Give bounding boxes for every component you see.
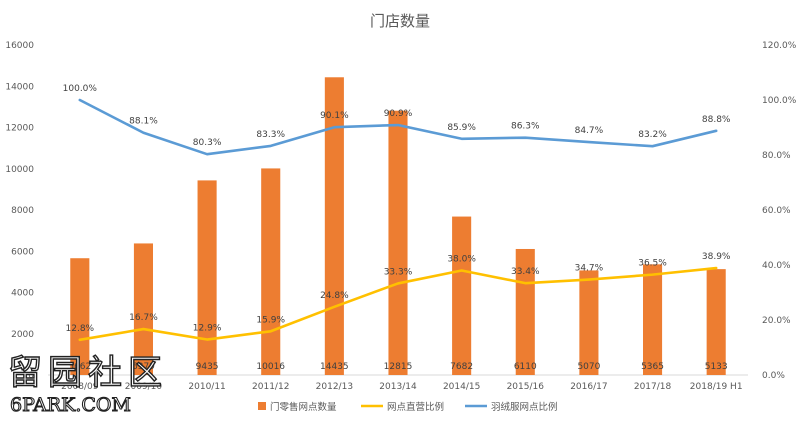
legend: 门零售网点数量 网点直营比例 羽绒服网点比例 — [258, 401, 558, 413]
data-labels: 5662 6379 9435 10016 14435 12815 7682 6110 5070 5… — [63, 84, 731, 372]
y-tick-label: 12000 — [5, 124, 34, 134]
bar — [70, 258, 90, 375]
line-value-label: 86.3% — [511, 122, 540, 132]
line-value-label: 38.0% — [447, 255, 476, 265]
bar-value-label: 9435 — [196, 362, 219, 372]
watermark-latin: 6PARK.COM — [10, 394, 131, 416]
line-value-label: 88.1% — [129, 117, 158, 127]
y2-tick-label: 20.0% — [762, 316, 791, 326]
bar — [261, 168, 281, 375]
bar-value-label: 12815 — [384, 362, 413, 372]
bar-value-label: 7682 — [450, 362, 473, 372]
chart-title: 门店数量 — [370, 12, 430, 30]
x-tick-label: 2013/14 — [379, 382, 417, 392]
bar-value-label: 5662 — [68, 362, 91, 372]
bar — [579, 270, 599, 375]
line-value-label: 100.0% — [63, 84, 98, 94]
y-tick-label: 6000 — [11, 247, 34, 257]
bar-value-label: 5133 — [705, 362, 728, 372]
x-tick-label: 2011/12 — [252, 382, 289, 392]
y-tick-label: 4000 — [11, 289, 34, 299]
y2-tick-label: 40.0% — [762, 261, 791, 271]
bar — [452, 216, 472, 375]
line-value-label: 83.3% — [256, 130, 285, 140]
line-series — [78, 98, 718, 342]
line-value-label: 88.8% — [702, 115, 731, 125]
y2-tick-label: 80.0% — [762, 151, 791, 161]
y2-tick-label: 120.0% — [762, 41, 797, 51]
y2-tick-label: 0.0% — [762, 371, 785, 381]
bar — [197, 180, 217, 375]
x-tick-label: 2018/19 H1 — [690, 382, 743, 392]
line-value-label: 36.5% — [638, 259, 667, 269]
line-value-label: 84.7% — [575, 126, 604, 136]
line-value-label: 24.8% — [320, 291, 349, 301]
x-tick-label: 2012/13 — [316, 382, 353, 392]
x-tick-label: 2008/09 — [61, 382, 99, 392]
watermark-chinese: 留园社区 — [8, 353, 168, 393]
x-tick-label: 2016/17 — [570, 382, 607, 392]
y-tick-label: 2000 — [11, 330, 34, 340]
y2-tick-label: 60.0% — [762, 206, 791, 216]
x-tick-label: 2017/18 — [634, 382, 672, 392]
legend-label: 羽绒服网点比例 — [491, 401, 558, 413]
y-tick-label: 8000 — [11, 206, 34, 216]
legend-label: 网点直营比例 — [387, 401, 444, 413]
x-tick-label: 2009/10 — [125, 382, 163, 392]
line-value-label: 90.9% — [384, 109, 413, 119]
watermark: 留园社区 6PARK.COM — [7, 352, 168, 416]
bar — [133, 243, 153, 375]
bar-value-label: 14435 — [320, 362, 349, 372]
x-tick-label: 2014/15 — [443, 382, 480, 392]
bar-value-label: 6110 — [514, 362, 537, 372]
line-value-label: 16.7% — [129, 313, 158, 323]
bar — [388, 110, 408, 376]
line-value-label: 83.2% — [638, 130, 667, 140]
y-tick-label: 10000 — [5, 165, 34, 175]
y-tick-label: 0 — [28, 371, 34, 381]
bar-value-label: 5365 — [641, 362, 664, 372]
bar-value-label: 10016 — [256, 362, 285, 372]
y2-tick-label: 100.0% — [762, 96, 797, 106]
bar-value-label: 5070 — [577, 362, 600, 372]
line-value-label: 85.9% — [447, 123, 476, 133]
x-tick-label: 2015/16 — [507, 382, 545, 392]
line-value-label: 12.9% — [193, 324, 222, 334]
y-tick-label: 16000 — [5, 41, 34, 51]
bar — [643, 264, 663, 375]
bar — [515, 248, 535, 375]
line-value-label: 12.8% — [66, 324, 95, 334]
line-value-label: 80.3% — [193, 138, 222, 148]
bar — [324, 77, 344, 375]
legend-swatch — [258, 402, 266, 410]
line-value-label: 34.7% — [575, 264, 604, 274]
x-tick-label: 2010/11 — [188, 382, 225, 392]
bar — [706, 269, 726, 375]
line-value-label: 15.9% — [256, 315, 285, 325]
line-value-label: 33.4% — [511, 267, 540, 277]
line-value-label: 90.1% — [320, 111, 349, 121]
line-value-label: 33.3% — [384, 267, 413, 277]
line-value-label: 38.9% — [702, 252, 731, 262]
legend-label: 门零售网点数量 — [270, 401, 337, 413]
bar-series — [70, 77, 726, 376]
y-tick-label: 14000 — [5, 82, 34, 92]
bar-value-label: 6379 — [132, 362, 155, 372]
axes: 0 2000 4000 6000 8000 10000 12000 14000 16000 0.0… — [5, 41, 796, 392]
